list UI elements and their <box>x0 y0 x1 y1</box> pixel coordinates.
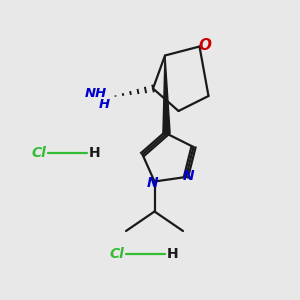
Text: H: H <box>88 146 100 160</box>
Text: O: O <box>198 38 212 52</box>
Text: N: N <box>183 169 195 182</box>
Text: N: N <box>147 176 159 190</box>
Text: H: H <box>98 98 110 111</box>
Polygon shape <box>163 56 170 134</box>
Text: NH: NH <box>84 87 106 100</box>
Text: Cl: Cl <box>32 146 46 160</box>
Text: H: H <box>167 247 178 260</box>
Text: Cl: Cl <box>110 247 124 260</box>
